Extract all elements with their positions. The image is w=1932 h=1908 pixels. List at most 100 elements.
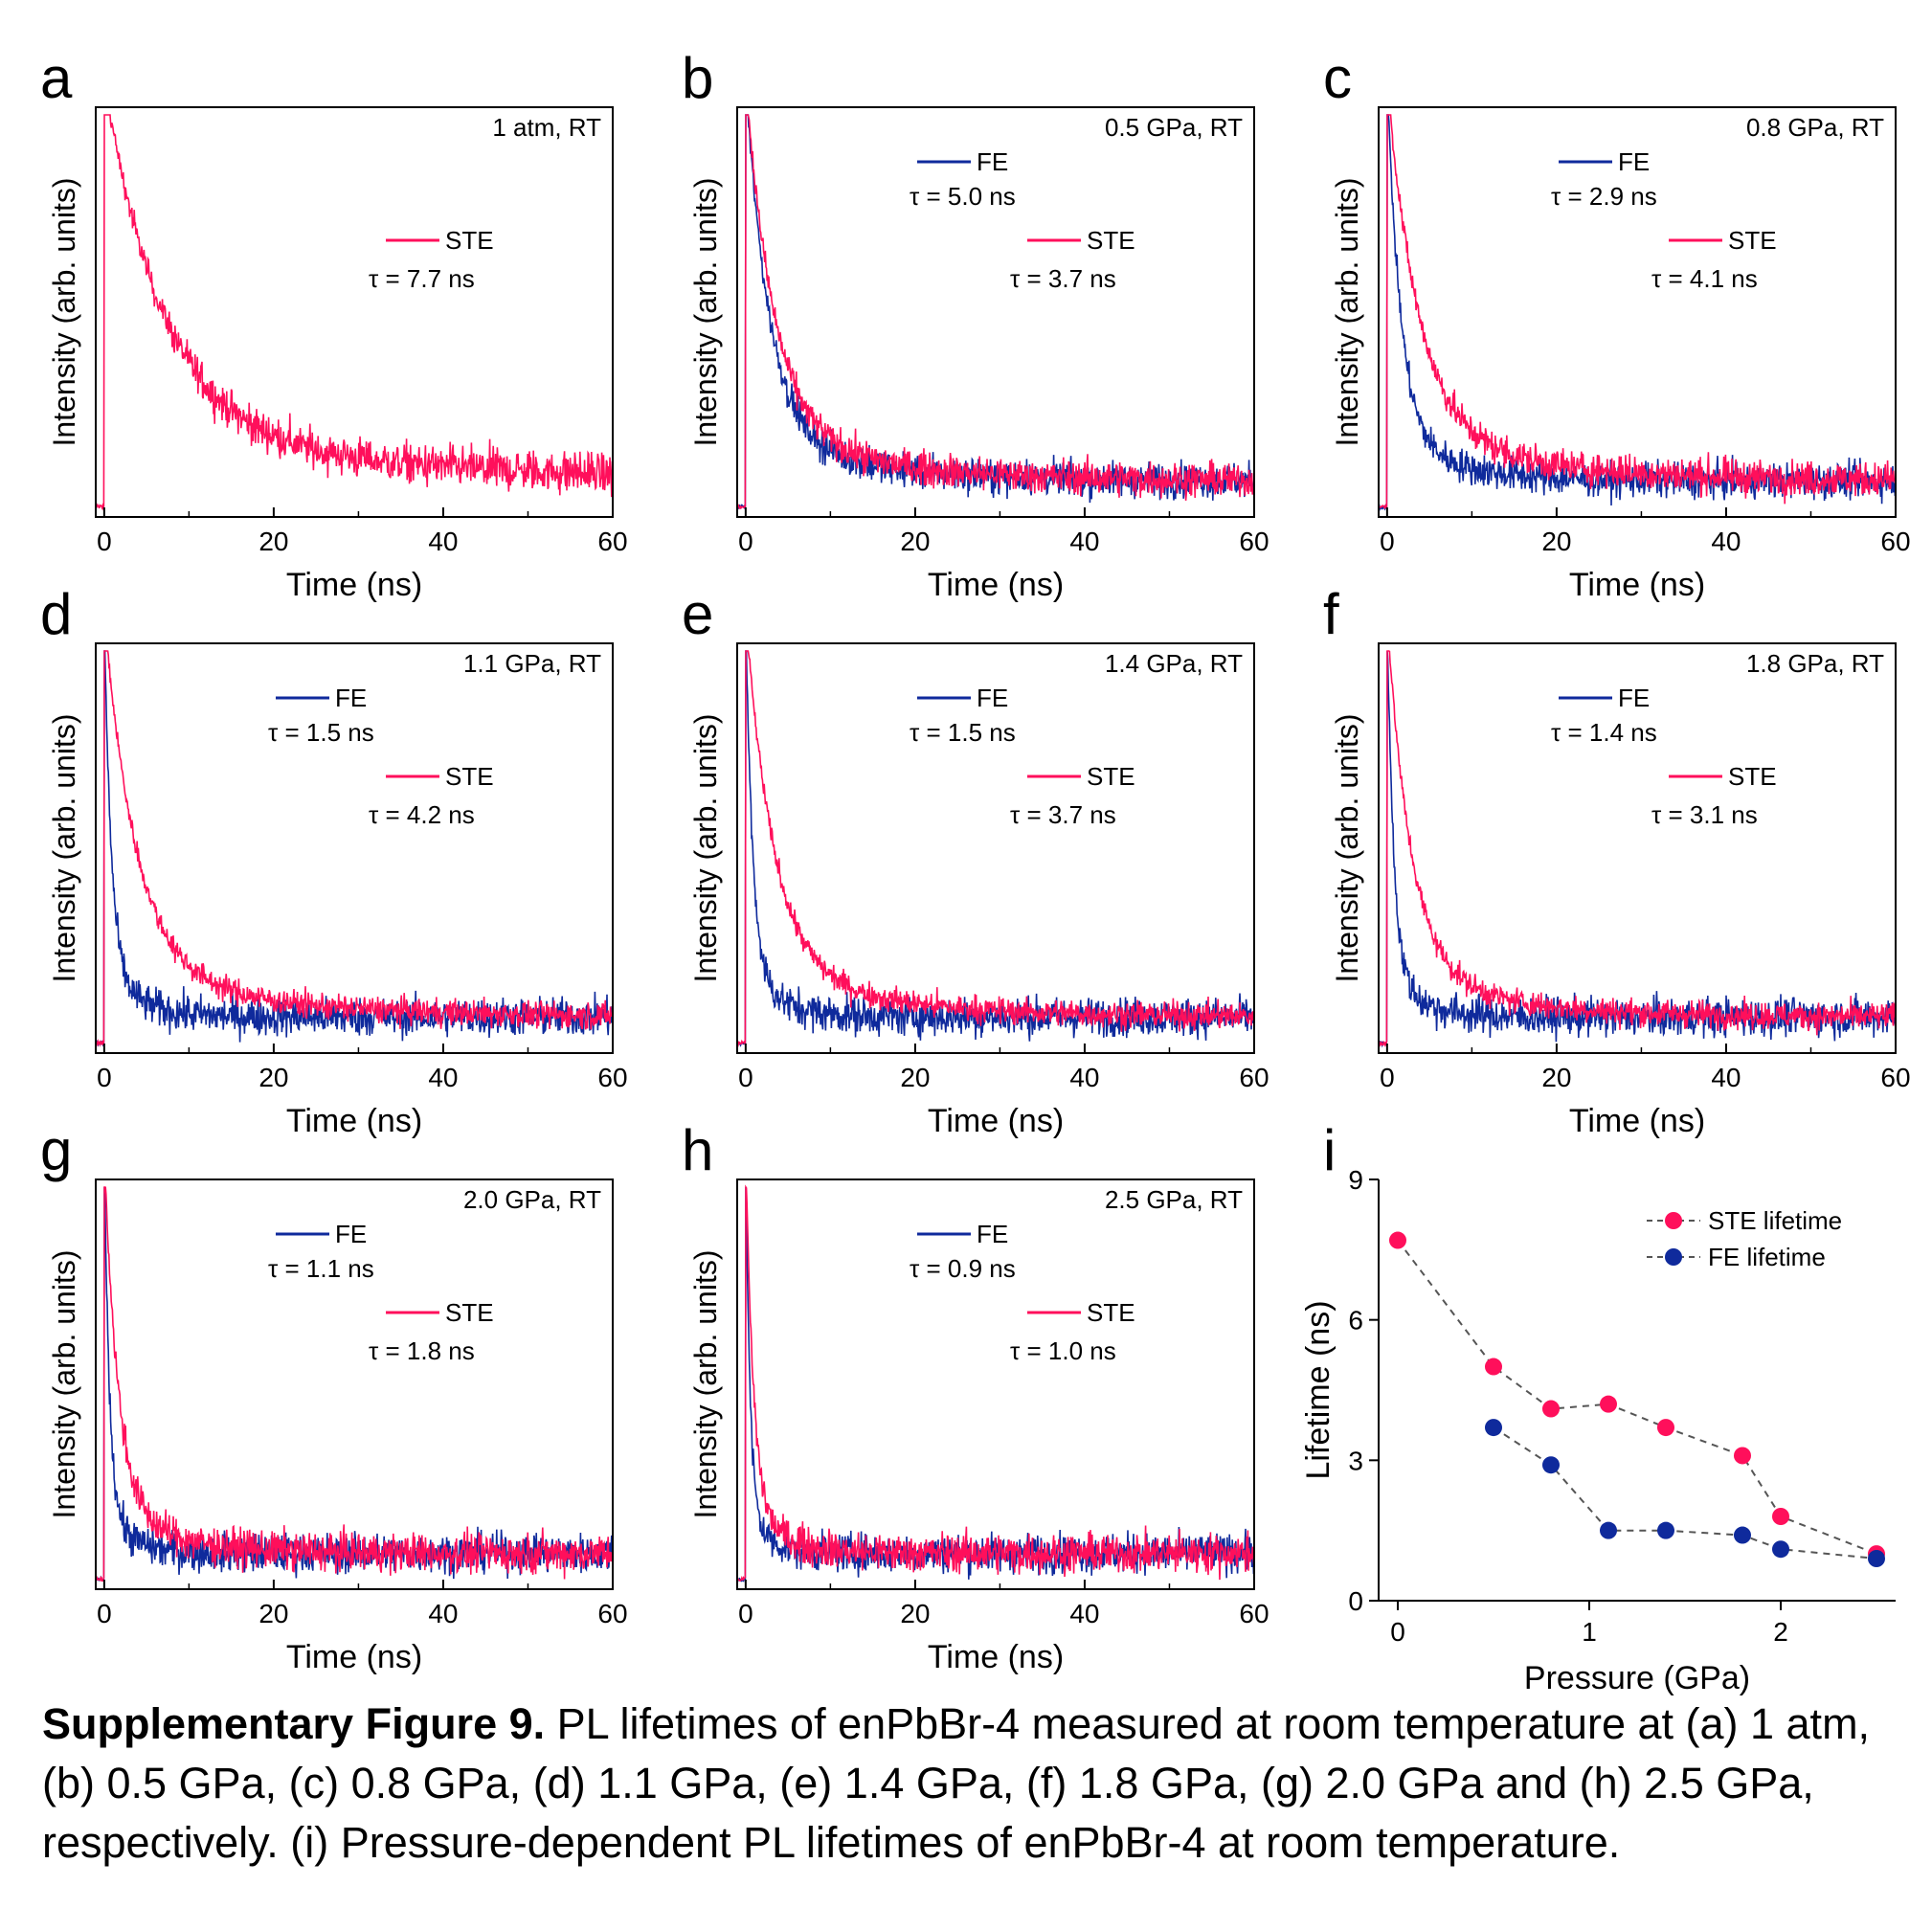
fe-legend-name: FE [335, 1220, 367, 1248]
x-tick-label: 20 [900, 527, 930, 556]
condition-label: 2.0 GPa, RT [463, 1185, 601, 1214]
panel-i: i 0 1 2 0 3 6 9 Pressure (GPa) Lifetime (ns) STE l… [1300, 1118, 1896, 1696]
x-tick-label: 20 [258, 1063, 288, 1092]
ste-legend-name: STE [445, 762, 494, 791]
y-axis-label: Intensity (arb. units) [688, 178, 723, 447]
fe-legend-name: FE [977, 147, 1008, 176]
panel-label: g [40, 1118, 72, 1182]
panel-label: c [1323, 46, 1352, 110]
fe-legend-name: FE [977, 684, 1008, 712]
x-tick-label: 60 [1239, 1063, 1269, 1092]
panel-g: g 0 20 40 60 Time (ns) Intensity (arb. units) 2… [40, 1118, 628, 1675]
ste-legend-name: STE [1087, 226, 1135, 255]
x-axis-label: Time (ns) [286, 567, 422, 603]
ste-trace [737, 114, 1255, 510]
panel-e: e 0 20 40 60 Time (ns) Intensity (arb. units) 1… [682, 582, 1269, 1139]
x-axis-label: Time (ns) [928, 1103, 1064, 1139]
panel-d: d 0 20 40 60 Time (ns) Intensity (arb. units) 1… [40, 582, 628, 1139]
axes-frame [95, 1178, 614, 1590]
x-tick-label: 60 [1880, 1063, 1910, 1092]
data-point [1657, 1419, 1674, 1437]
x-tick-label: 2 [1773, 1617, 1788, 1647]
fe-legend-name: FE [1618, 684, 1650, 712]
y-axis-label: Intensity (arb. units) [1330, 178, 1364, 447]
data-point [1600, 1395, 1617, 1413]
data-point [1485, 1419, 1502, 1437]
ste-trace [1378, 114, 1897, 509]
y-axis-label: Intensity (arb. units) [688, 714, 723, 983]
condition-label: 0.8 GPa, RT [1746, 113, 1884, 142]
x-tick-label: 40 [428, 527, 458, 556]
ste-tau-label: τ = 3.7 ns [1010, 800, 1116, 829]
x-tick-label: 60 [597, 1063, 627, 1092]
condition-label: 1.4 GPa, RT [1105, 649, 1243, 678]
x-tick-label: 0 [738, 1599, 753, 1628]
ste-legend-name: STE [1728, 226, 1777, 255]
data-point [1868, 1550, 1885, 1567]
x-tick-label: 20 [258, 1599, 288, 1628]
ste-tau-label: τ = 7.7 ns [369, 264, 475, 293]
axes-frame [95, 106, 614, 518]
ste-tau-label: τ = 1.0 ns [1010, 1336, 1116, 1365]
panel-label: d [40, 582, 72, 646]
fe-legend-name: FE [335, 684, 367, 712]
ste-tau-label: τ = 3.7 ns [1010, 264, 1116, 293]
caption-text: PL lifetimes of enPbBr-4 measured at roo… [42, 1699, 1871, 1867]
x-tick-label: 60 [1880, 527, 1910, 556]
ste-legend-name: STE [445, 226, 494, 255]
fe-tau-label: τ = 2.9 ns [1551, 182, 1657, 211]
y-axis-label: Intensity (arb. units) [47, 178, 81, 447]
fe-tau-label: τ = 1.1 ns [268, 1254, 374, 1283]
fe-legend-name: FE [1618, 147, 1650, 176]
panel-label: e [682, 582, 713, 646]
panel-h: h 0 20 40 60 Time (ns) Intensity (arb. units) 2… [682, 1118, 1269, 1675]
axes-frame [736, 642, 1255, 1054]
y-axis-label: Intensity (arb. units) [47, 1250, 81, 1519]
ste-trace [1378, 650, 1897, 1047]
ste-tau-label: τ = 4.2 ns [369, 800, 475, 829]
ste-trace [95, 1186, 614, 1583]
y-tick-label: 3 [1348, 1446, 1363, 1475]
caption-title: Supplementary Figure 9. [42, 1699, 546, 1748]
x-tick-label: 40 [1069, 1599, 1099, 1628]
x-tick-label: 40 [428, 1063, 458, 1092]
condition-label: 1.8 GPa, RT [1746, 649, 1884, 678]
condition-label: 0.5 GPa, RT [1105, 113, 1243, 142]
x-tick-label: 20 [900, 1063, 930, 1092]
fe-legend-name: FE [977, 1220, 1008, 1248]
y-axis-label: Intensity (arb. units) [688, 1250, 723, 1519]
x-tick-label: 20 [258, 527, 288, 556]
data-point [1734, 1526, 1751, 1544]
y-tick-label: 6 [1348, 1306, 1363, 1336]
x-tick-label: 0 [97, 527, 112, 556]
condition-label: 1.1 GPa, RT [463, 649, 601, 678]
condition-label: 2.5 GPa, RT [1105, 1185, 1243, 1214]
ste-legend-name: STE [1087, 762, 1135, 791]
figure-caption: Supplementary Figure 9. PL lifetimes of … [42, 1695, 1919, 1873]
panel-label: h [682, 1118, 713, 1182]
x-axis-label: Time (ns) [928, 567, 1064, 603]
x-axis-label: Time (ns) [286, 1639, 422, 1675]
ste-tau-label: τ = 3.1 ns [1651, 800, 1758, 829]
x-tick-label: 0 [1380, 527, 1395, 556]
fe-tau-label: τ = 1.4 ns [1551, 718, 1657, 747]
y-axis-label: Intensity (arb. units) [1330, 714, 1364, 983]
x-tick-label: 20 [1541, 1063, 1571, 1092]
data-point [1542, 1400, 1560, 1418]
series-ste: STE lifetime [1389, 1206, 1885, 1563]
x-tick-label: 40 [1069, 527, 1099, 556]
y-tick-label: 0 [1348, 1586, 1363, 1616]
x-tick-label: 60 [597, 527, 627, 556]
x-tick-label: 1 [1582, 1617, 1597, 1647]
x-tick-label: 40 [1069, 1063, 1099, 1092]
data-point [1657, 1521, 1674, 1539]
ste-legend-name: STE [445, 1298, 494, 1327]
panel-a: a 0 20 40 60 Time (ns) Intensity (arb. units) 1… [40, 46, 628, 603]
x-tick-label: 40 [1711, 527, 1741, 556]
series-connector [1397, 1239, 1877, 1556]
x-axis-label: Time (ns) [286, 1103, 422, 1139]
x-tick-label: 60 [1239, 1599, 1269, 1628]
x-axis-label: Time (ns) [1569, 1103, 1705, 1139]
legend-marker [1665, 1212, 1682, 1229]
ste-tau-label: τ = 1.8 ns [369, 1336, 475, 1365]
